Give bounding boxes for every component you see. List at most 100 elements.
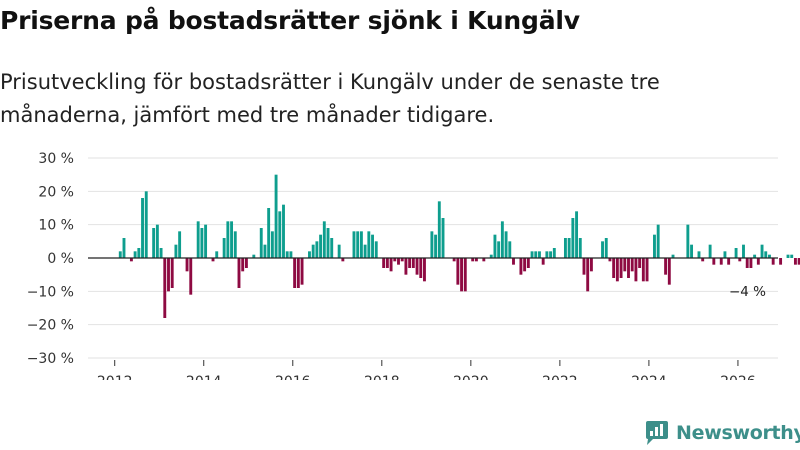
bar: [374, 241, 378, 258]
bar: [382, 258, 386, 268]
bar: [719, 258, 723, 265]
bar: [367, 231, 371, 258]
bar: [404, 258, 408, 275]
bar: [460, 258, 464, 292]
bar: [452, 258, 456, 262]
bar: [322, 221, 326, 258]
bar: [471, 258, 475, 262]
bar: [178, 231, 182, 258]
bar: [129, 258, 133, 262]
chart-subtitle: Prisutveckling för bostadsrätter i Kungä…: [0, 70, 660, 127]
bar: [723, 251, 727, 258]
bar: [734, 248, 738, 258]
x-tick-label: 2026: [720, 374, 756, 380]
bar: [319, 234, 323, 258]
y-tick-label: −30 %: [27, 351, 74, 367]
bar: [330, 238, 334, 258]
bar: [708, 244, 712, 258]
bar: [745, 258, 749, 268]
bar: [753, 254, 757, 258]
bar: [341, 258, 345, 262]
bar: [226, 221, 230, 258]
bar: [118, 251, 122, 258]
bar: [615, 258, 619, 282]
newsworthy-logo[interactable]: Newsworthy: [644, 420, 800, 446]
bar: [430, 231, 434, 258]
bar: [474, 258, 478, 262]
bar: [352, 231, 356, 258]
bar: [400, 258, 404, 262]
bar: [233, 231, 237, 258]
gridlines: [88, 157, 778, 359]
y-tick-label: −10 %: [27, 284, 74, 300]
bar: [545, 251, 549, 258]
bar-chart-logo-icon: [646, 421, 668, 445]
bar: [797, 258, 800, 265]
bar: [697, 251, 701, 258]
x-tick-label: 2024: [631, 374, 667, 380]
bar: [645, 258, 649, 282]
bar: [204, 224, 208, 258]
bar: [389, 258, 393, 272]
bar: [512, 258, 515, 265]
bar: [530, 251, 534, 258]
bar: [137, 248, 141, 258]
x-tick-label: 2016: [275, 374, 311, 380]
bar: [289, 251, 293, 258]
bar: [371, 234, 374, 258]
bar: [200, 228, 204, 258]
bar: [315, 241, 319, 258]
bar: [211, 258, 215, 262]
bar: [278, 211, 282, 258]
axes: [88, 257, 778, 366]
x-tick-label: 2012: [97, 374, 133, 380]
bar: [244, 258, 248, 268]
bar: [326, 228, 330, 258]
bar: [727, 258, 731, 265]
bar: [174, 244, 178, 258]
bar: [493, 234, 497, 258]
bar: [641, 258, 645, 282]
bar: [601, 241, 604, 258]
bar: [411, 258, 415, 268]
bar: [786, 254, 790, 258]
bar-chart: 30 % 20 % 10 % 0 % −10 % −20 % −30 % 2012 2014 20…: [27, 151, 800, 380]
bar: [523, 258, 527, 272]
brand-name: Newsworthy: [676, 422, 800, 444]
bar: [712, 258, 716, 265]
bar: [356, 231, 360, 258]
bar: [771, 258, 775, 265]
bar: [749, 258, 753, 268]
bar: [359, 231, 363, 258]
bar: [441, 218, 445, 258]
bar: [463, 258, 467, 292]
bar: [563, 238, 567, 258]
bar: [604, 238, 608, 258]
bar: [237, 258, 241, 288]
bar: [293, 258, 297, 288]
bar: [423, 258, 426, 282]
bar: [270, 231, 274, 258]
bar: [482, 258, 486, 262]
y-tick-label: −20 %: [27, 318, 74, 334]
bar: [623, 258, 627, 272]
bar: [185, 258, 189, 272]
data-label-latest: −4 %: [729, 284, 766, 300]
bar: [170, 258, 174, 288]
bar: [434, 234, 438, 258]
bar: [738, 258, 742, 262]
bar: [437, 201, 441, 258]
bar: [385, 258, 389, 268]
bar: [296, 258, 300, 288]
bar: [274, 174, 278, 258]
bar: [756, 258, 760, 265]
bar: [282, 204, 285, 258]
bar: [578, 238, 582, 258]
bar: [285, 251, 289, 258]
chart-title: Priserna på bostadsrätter sjönk i Kungäl…: [0, 6, 580, 35]
bar: [664, 258, 668, 275]
bar: [141, 198, 144, 258]
y-tick-label: 10 %: [38, 218, 74, 234]
bar: [768, 254, 771, 258]
bar: [222, 238, 226, 258]
